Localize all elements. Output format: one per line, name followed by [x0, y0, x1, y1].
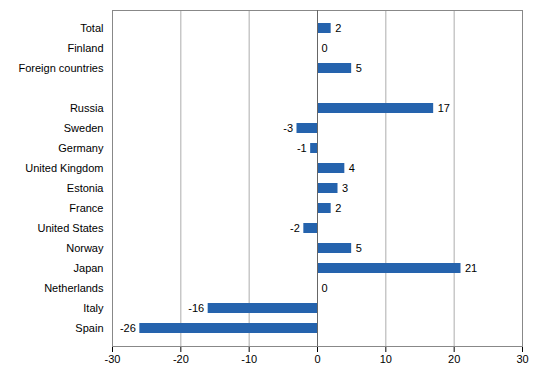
svg-text:-20: -20	[173, 353, 189, 365]
svg-text:Netherlands: Netherlands	[44, 282, 104, 294]
svg-text:3: 3	[342, 182, 348, 194]
svg-text:Germany: Germany	[58, 142, 104, 154]
svg-text:4: 4	[349, 162, 355, 174]
svg-text:Estonia: Estonia	[67, 182, 105, 194]
svg-text:17: 17	[438, 102, 450, 114]
svg-text:United States: United States	[37, 222, 104, 234]
svg-text:-3: -3	[283, 122, 293, 134]
svg-text:Norway: Norway	[66, 242, 104, 254]
svg-text:Italy: Italy	[83, 302, 104, 314]
svg-text:0: 0	[314, 353, 320, 365]
svg-text:Foreign countries: Foreign countries	[19, 62, 104, 74]
svg-text:Spain: Spain	[75, 322, 103, 334]
svg-text:2: 2	[335, 22, 341, 34]
svg-text:0: 0	[322, 282, 328, 294]
svg-text:Sweden: Sweden	[64, 122, 104, 134]
svg-text:10: 10	[380, 353, 392, 365]
svg-text:-16: -16	[188, 302, 204, 314]
svg-text:5: 5	[356, 62, 362, 74]
svg-text:-1: -1	[297, 142, 307, 154]
svg-text:-30: -30	[105, 353, 121, 365]
svg-text:30: 30	[516, 353, 528, 365]
svg-text:0: 0	[322, 42, 328, 54]
svg-text:Total: Total	[80, 22, 103, 34]
svg-text:Japan: Japan	[74, 262, 104, 274]
svg-text:United Kingdom: United Kingdom	[25, 162, 103, 174]
svg-text:-2: -2	[290, 222, 300, 234]
svg-text:5: 5	[356, 242, 362, 254]
svg-text:21: 21	[465, 262, 477, 274]
svg-text:Russia: Russia	[70, 102, 105, 114]
svg-text:France: France	[69, 202, 103, 214]
svg-text:20: 20	[448, 353, 460, 365]
svg-text:-26: -26	[120, 322, 136, 334]
svg-text:Finland: Finland	[67, 42, 103, 54]
svg-text:2: 2	[335, 202, 341, 214]
svg-text:-10: -10	[241, 353, 257, 365]
